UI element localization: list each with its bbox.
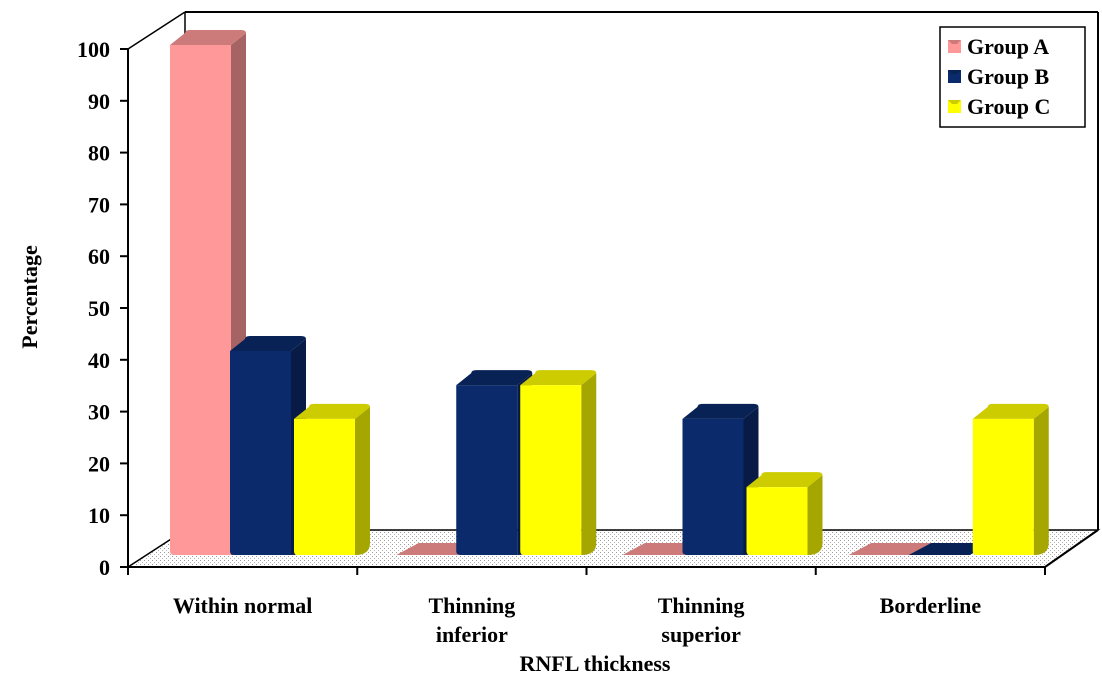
legend-swatch-bevel bbox=[948, 70, 961, 74]
bar bbox=[682, 403, 759, 555]
bar-top bbox=[908, 543, 993, 555]
bar-top bbox=[456, 370, 533, 386]
legend-item: Group C bbox=[948, 94, 1050, 119]
y-tick-label: 40 bbox=[88, 348, 110, 373]
y-tick-label: 100 bbox=[77, 37, 110, 62]
bar bbox=[746, 472, 823, 555]
x-ticks: Within normal Thinning inferior Thinning sup… bbox=[127, 567, 1046, 647]
y-tick-label: 20 bbox=[88, 451, 110, 476]
bar-top bbox=[848, 543, 933, 555]
bar-front bbox=[682, 418, 744, 555]
bar-top bbox=[682, 403, 759, 419]
x-axis-title: RNFL thickness bbox=[520, 651, 671, 676]
bar bbox=[908, 543, 993, 555]
bar-top bbox=[294, 403, 370, 419]
bar bbox=[520, 370, 597, 555]
x-axis: Within normal Thinning inferior Thinning sup… bbox=[127, 529, 1099, 647]
bar bbox=[972, 403, 1049, 555]
y-tick-label: 60 bbox=[88, 244, 110, 269]
y-tick-label: 90 bbox=[88, 89, 110, 114]
bar-front bbox=[456, 385, 518, 555]
legend-label: Group C bbox=[967, 94, 1050, 119]
category-label: inferior bbox=[436, 622, 508, 647]
bar-top bbox=[972, 403, 1049, 419]
bar-front bbox=[746, 487, 808, 555]
bar-front bbox=[972, 418, 1034, 555]
bar-side bbox=[355, 406, 370, 555]
category-label: Borderline bbox=[880, 593, 982, 618]
legend-items: Group A Group B Group C bbox=[948, 34, 1050, 119]
bar bbox=[294, 403, 370, 555]
y-tick-label: 10 bbox=[88, 503, 110, 528]
y-ticks: 0 10 20 30 40 50 60 70 80 90 100 bbox=[77, 37, 128, 580]
bar-top bbox=[230, 336, 306, 351]
category-label: Within normal bbox=[173, 593, 313, 618]
bar-front bbox=[170, 45, 231, 555]
bar-side bbox=[807, 475, 823, 555]
bar-front bbox=[520, 385, 582, 555]
y-tick-label: 70 bbox=[88, 192, 110, 217]
bar-top bbox=[746, 472, 823, 488]
bar bbox=[848, 543, 933, 555]
bar-side bbox=[581, 373, 597, 555]
y-tick-label: 80 bbox=[88, 141, 110, 166]
y-tick-label: 0 bbox=[99, 555, 110, 580]
legend-label: Group B bbox=[967, 64, 1049, 89]
category-label: Thinning bbox=[658, 593, 745, 618]
legend-swatch-bevel bbox=[948, 100, 961, 104]
legend-item: Group A bbox=[948, 34, 1049, 59]
category-label: superior bbox=[661, 622, 741, 647]
legend-box bbox=[939, 26, 1086, 128]
bar-side bbox=[1033, 406, 1049, 555]
bars bbox=[170, 30, 1049, 555]
legend-swatch-bevel bbox=[948, 40, 961, 44]
side-wall-top-edge bbox=[127, 11, 186, 50]
bar-top bbox=[520, 370, 597, 386]
legend-label: Group A bbox=[967, 34, 1049, 59]
bar-top bbox=[170, 30, 246, 45]
legend-item: Group B bbox=[948, 64, 1049, 89]
bar-front bbox=[230, 351, 291, 555]
x-axis-end-edge bbox=[1044, 529, 1099, 568]
y-tick-label: 30 bbox=[88, 400, 110, 425]
bar-front bbox=[294, 418, 355, 555]
y-axis-title: Percentage bbox=[17, 245, 42, 349]
category-label: Thinning bbox=[428, 593, 515, 618]
y-axis: 0 10 20 30 40 50 60 70 80 90 100 bbox=[77, 37, 129, 580]
legend: Group A Group B Group C bbox=[939, 26, 1086, 128]
y-tick-label: 50 bbox=[88, 296, 110, 321]
